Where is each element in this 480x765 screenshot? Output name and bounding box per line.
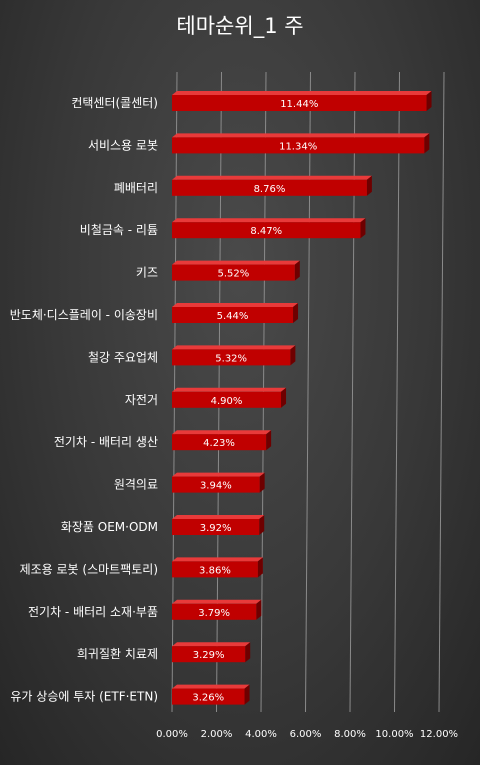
- x-tick-label: 12.00%: [420, 729, 458, 740]
- bar-side-face: [426, 91, 432, 111]
- bar: [172, 137, 425, 154]
- bar-side-face: [256, 599, 262, 620]
- bar: [172, 307, 294, 323]
- bar-data-label: 3.94%: [200, 481, 232, 492]
- bar-top-face: [172, 345, 296, 350]
- x-tick-label: 2.00%: [201, 729, 233, 740]
- bar-side-face: [294, 260, 300, 281]
- bar-top-face: [172, 430, 272, 435]
- bar-data-label: 5.52%: [218, 269, 250, 280]
- bar-top-face: [172, 133, 430, 138]
- bar: [172, 264, 295, 281]
- category-label: 철강 주요업체: [88, 350, 158, 364]
- bar: [172, 688, 245, 705]
- bar-data-label: 11.34%: [279, 141, 317, 152]
- bar: [172, 391, 282, 408]
- bar: [172, 434, 267, 451]
- bar-top-face: [172, 599, 262, 604]
- x-tick-label: 8.00%: [334, 729, 366, 740]
- category-label: 전기차 - 배터리 소재·부품: [28, 605, 158, 619]
- bar: [172, 179, 367, 196]
- x-tick-label: 10.00%: [375, 729, 413, 740]
- category-label: 컨택센터(콜센터): [71, 96, 158, 110]
- bar: [172, 519, 260, 535]
- bar-top-face: [172, 218, 366, 223]
- category-label: 원격의료: [114, 478, 158, 492]
- category-label: 희귀질환 치료제: [77, 647, 158, 661]
- bar: [172, 561, 258, 578]
- bar-data-label: 3.26%: [192, 693, 224, 704]
- bar-data-label: 4.23%: [203, 438, 235, 449]
- bar-data-label: 8.47%: [250, 226, 282, 237]
- bar-side-face: [244, 684, 250, 705]
- bar-side-face: [366, 175, 372, 196]
- bar-top-face: [172, 557, 263, 562]
- bar-data-label: 8.76%: [254, 184, 286, 195]
- x-tick-label: 4.00%: [245, 729, 277, 740]
- category-label: 제조용 로봇 (스마트팩토리): [20, 562, 158, 576]
- category-label: 폐배터리: [114, 181, 158, 195]
- bar-data-label: 4.90%: [211, 396, 243, 407]
- bar-data-label: 5.44%: [217, 311, 249, 322]
- chart-title: 테마순위_1 주: [176, 14, 304, 38]
- category-label: 반도체·디스플레이 - 이송장비: [10, 308, 158, 322]
- bar-top-face: [172, 515, 265, 519]
- bar-top-face: [172, 260, 300, 265]
- bar: [172, 222, 361, 239]
- gridline: [438, 71, 445, 713]
- bar-top-face: [172, 472, 265, 477]
- bar-side-face: [257, 557, 263, 578]
- bar-side-face: [424, 133, 430, 154]
- gridline: [349, 71, 356, 713]
- bar-side-face: [281, 387, 287, 408]
- bar-top-face: [172, 303, 299, 307]
- category-label: 전기차 - 배터리 생산: [54, 435, 158, 449]
- category-label: 화장품 OEM·ODM: [61, 520, 158, 534]
- bar-data-label: 3.86%: [199, 565, 231, 576]
- bar: [172, 95, 427, 111]
- bar-top-face: [172, 175, 372, 180]
- bar-side-face: [259, 472, 265, 493]
- category-label: 서비스용 로봇: [88, 138, 158, 152]
- bar-top-face: [172, 91, 432, 95]
- bar: [172, 603, 257, 620]
- bar-data-label: 3.79%: [198, 608, 230, 619]
- bar-side-face: [245, 642, 251, 663]
- bar-data-label: 11.44%: [280, 99, 318, 110]
- category-label: 비철금속 - 리튬: [80, 223, 158, 237]
- bar-top-face: [172, 684, 250, 689]
- bar-top-face: [172, 387, 287, 392]
- bar: [172, 646, 246, 663]
- x-tick-label: 6.00%: [290, 729, 322, 740]
- bar-side-face: [360, 218, 366, 239]
- bar-data-label: 5.32%: [215, 353, 247, 364]
- bar-side-face: [293, 303, 299, 323]
- category-label: 키즈: [136, 266, 158, 280]
- bar-data-label: 3.29%: [193, 650, 225, 661]
- bar-side-face: [266, 430, 272, 451]
- x-tick-label: 0.00%: [156, 729, 188, 740]
- bar-side-face: [290, 345, 296, 366]
- bar: [172, 476, 260, 493]
- bar-data-label: 3.92%: [200, 523, 232, 534]
- category-label: 유가 상승에 투자 (ETF·ETN): [10, 690, 158, 704]
- category-label: 자전거: [125, 393, 158, 407]
- gridline: [394, 71, 400, 713]
- bar-top-face: [172, 642, 251, 647]
- bar: [172, 349, 291, 366]
- gridline: [305, 71, 311, 713]
- bar-side-face: [259, 515, 265, 535]
